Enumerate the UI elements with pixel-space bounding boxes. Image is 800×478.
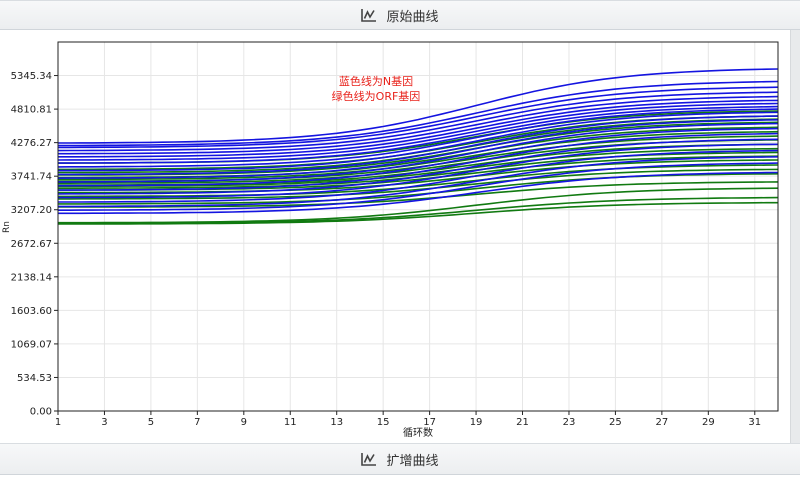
y-tick-label: 3207.20 [11,205,52,216]
x-tick-label: 5 [148,417,154,428]
n-gene-curve [58,171,779,215]
n-gene-curve [57,91,779,152]
n-gene-curve [58,105,779,164]
n-gene-curve [58,143,779,199]
y-tick-label: 1069.07 [11,339,52,350]
x-tick-label: 13 [330,417,343,428]
n-gene-curve [58,162,779,211]
orf-gene-curve [58,187,779,224]
n-gene-curve [58,127,779,187]
x-tick-label: 23 [563,417,576,428]
n-gene-curve [57,138,779,195]
orf-gene-curve [58,181,779,208]
x-tick-label: 11 [284,417,297,428]
n-gene-curve [57,119,779,179]
x-tick-label: 3 [101,417,107,428]
n-gene-curve [57,102,779,161]
y-tick-label: 1603.60 [11,306,52,317]
y-tick-label: 2138.14 [11,272,52,283]
x-tick-label: 27 [656,417,669,428]
y-tick-label: 2672.67 [11,239,52,250]
raw-curve-panel-header[interactable]: 原始曲线 [0,0,800,30]
orf-gene-curve [58,147,779,188]
n-gene-curve [58,149,779,203]
n-gene-curve [58,115,779,176]
y-tick-label: 4276.27 [11,138,52,149]
n-gene-curve [58,122,779,183]
n-gene-curve [58,68,779,144]
y-tick-label: 4810.81 [11,105,52,116]
amplification-curve-panel-header[interactable]: 扩增曲线 [0,443,800,475]
orf-gene-curve [58,159,779,194]
n-gene-curve [58,95,779,155]
n-gene-curve [58,111,779,172]
orf-gene-curve [58,168,779,200]
raw-curve-svg: 0.00534.531069.071603.602138.142672.6732… [2,41,779,439]
y-axis-label: Rn [2,221,12,233]
x-tick-label: 1 [55,417,61,428]
x-axis-label: 循环数 [403,426,433,439]
raw-curve-title: 原始曲线 [386,9,439,25]
x-axis: 1 3 5 7 9 11 13 15 17 19 21 23 25 27 29 31 [55,411,761,428]
x-tick-label: 29 [702,417,715,428]
x-tick-label: 15 [377,417,390,428]
annotation-n-gene: 蓝色线为N基因 [339,74,413,88]
vertical-scrollbar[interactable] [790,30,800,443]
y-axis: 0.00 534.53 1069.07 1603.60 2138.14 2672.67 32… [11,71,58,418]
n-gene-curve [58,80,779,147]
y-tick-label: 0.00 [30,407,52,418]
line-chart-icon [361,453,377,466]
x-tick-label: 25 [609,417,622,428]
line-chart-icon [361,9,377,22]
plot-border [57,41,779,412]
x-tick-label: 9 [241,417,247,428]
curve-lines [57,68,779,225]
n-gene-curve [58,86,779,149]
x-tick-label: 31 [748,417,761,428]
amplification-curve-title: 扩增曲线 [386,453,439,469]
y-tick-label: 5345.34 [11,71,52,82]
n-gene-curve [58,156,779,208]
x-tick-label: 17 [423,417,436,428]
x-tick-label: 19 [470,417,483,428]
x-tick-label: 21 [516,417,529,428]
n-gene-curve [58,99,779,158]
n-gene-curve [57,108,779,168]
y-tick-label: 3741.74 [11,172,52,183]
raw-curve-chart: 0.00 534.53 1069.07 1603.60 2138.14 2672.67 32… [0,30,800,443]
y-tick-label: 534.53 [17,373,52,384]
orf-gene-curve [58,130,779,181]
n-gene-curve [58,132,779,191]
x-tick-label: 7 [194,417,200,428]
annotation-orf-gene: 绿色线为ORF基因 [332,89,421,103]
